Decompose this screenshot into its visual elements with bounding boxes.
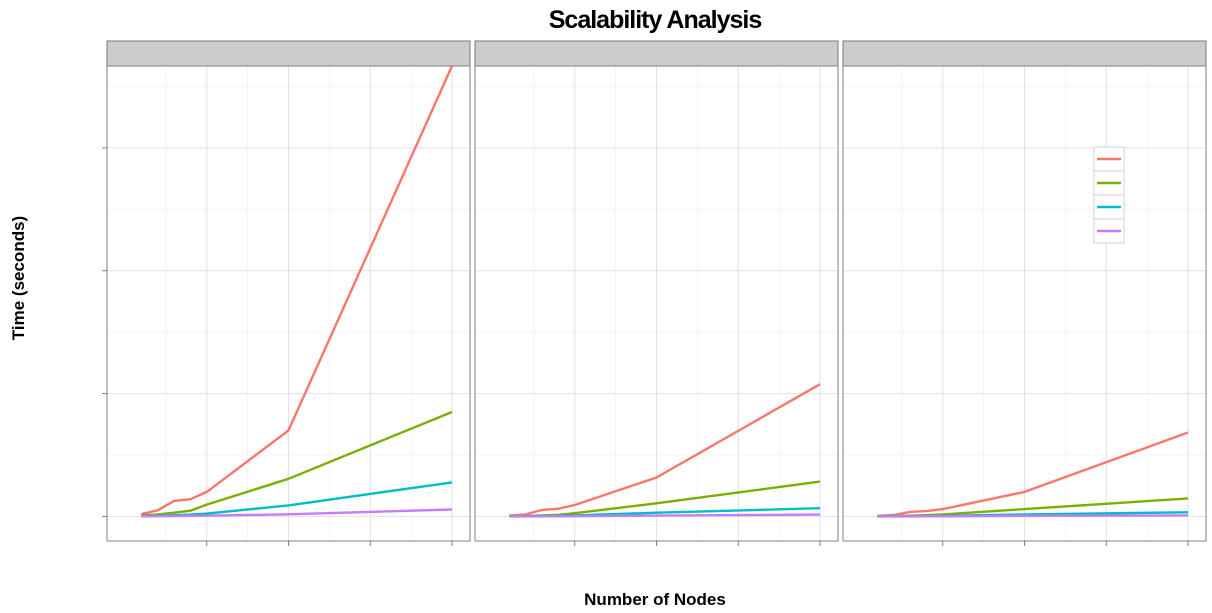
series-line-exp-2-9 bbox=[141, 508, 453, 518]
facet-strip bbox=[842, 40, 1207, 67]
facet-panel-2 bbox=[474, 40, 839, 546]
legend bbox=[1093, 146, 1125, 244]
series-line-exp-1-7 bbox=[141, 65, 454, 516]
y-axis-title: Time (seconds) bbox=[9, 216, 28, 340]
facet-panel-3 bbox=[842, 40, 1207, 546]
x-axis-title: Number of Nodes bbox=[584, 590, 726, 609]
facet-panel-1 bbox=[106, 40, 471, 546]
series-line-exp-2-1 bbox=[141, 410, 453, 517]
series-line-exp-1-7 bbox=[509, 383, 821, 517]
legend-item bbox=[1093, 194, 1125, 220]
legend-item bbox=[1093, 170, 1125, 196]
facet-strip bbox=[474, 40, 839, 67]
series-line-exp-2-9 bbox=[509, 513, 821, 518]
facet-panels bbox=[106, 40, 1207, 546]
series-line-exp-2-9 bbox=[877, 514, 1189, 518]
y-axis-ticks bbox=[102, 147, 107, 517]
legend-item bbox=[1093, 146, 1125, 172]
facet-strip bbox=[106, 40, 471, 67]
legend-item bbox=[1093, 218, 1125, 244]
chart-title: Scalability Analysis bbox=[549, 6, 762, 34]
